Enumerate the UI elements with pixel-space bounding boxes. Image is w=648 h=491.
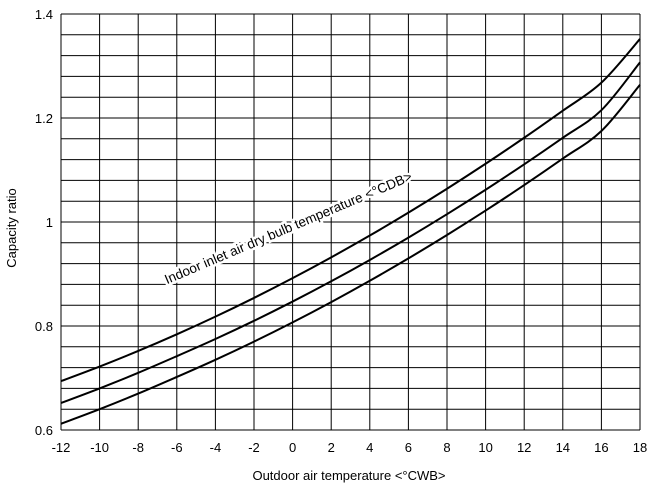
- series-curves: [60, 38, 641, 425]
- series-line-1: [60, 38, 641, 383]
- curve-annotation: Indoor inlet air dry bulb temperature <°…: [162, 169, 414, 287]
- x-tick-label: -2: [248, 440, 260, 455]
- grid: [60, 13, 641, 431]
- y-tick-label: 0.6: [35, 423, 53, 438]
- y-tick-label: 0.8: [35, 319, 53, 334]
- x-tick-label: 18: [633, 440, 647, 455]
- x-tick-label: -4: [210, 440, 222, 455]
- x-tick-label: 14: [556, 440, 570, 455]
- x-tick-label: -8: [132, 440, 144, 455]
- x-axis-title: Outdoor air temperature <°CWB>: [252, 468, 445, 483]
- y-axis-title: Capacity ratio: [4, 188, 19, 267]
- x-tick-labels: -12 -10 -8 -6 -4 -2 0 2 4 6 8 10 12 14 16 18: [52, 440, 648, 455]
- x-tick-label: 8: [443, 440, 450, 455]
- x-tick-label: 10: [478, 440, 492, 455]
- x-tick-label: 6: [405, 440, 412, 455]
- y-tick-label: 1.4: [35, 7, 53, 22]
- x-tick-label: 2: [328, 440, 335, 455]
- x-tick-label: 12: [517, 440, 531, 455]
- x-tick-label: -12: [52, 440, 71, 455]
- y-tick-label: 1.2: [35, 111, 53, 126]
- series-line-3: [60, 84, 641, 425]
- x-tick-label: 16: [594, 440, 608, 455]
- x-tick-label: -10: [90, 440, 109, 455]
- x-tick-label: 4: [366, 440, 373, 455]
- series-line-2: [60, 61, 641, 404]
- x-tick-label: 0: [289, 440, 296, 455]
- y-tick-labels: 0.6 0.8 1 1.2 1.4: [35, 7, 53, 438]
- x-tick-label: -6: [171, 440, 183, 455]
- y-tick-label: 1: [46, 215, 53, 230]
